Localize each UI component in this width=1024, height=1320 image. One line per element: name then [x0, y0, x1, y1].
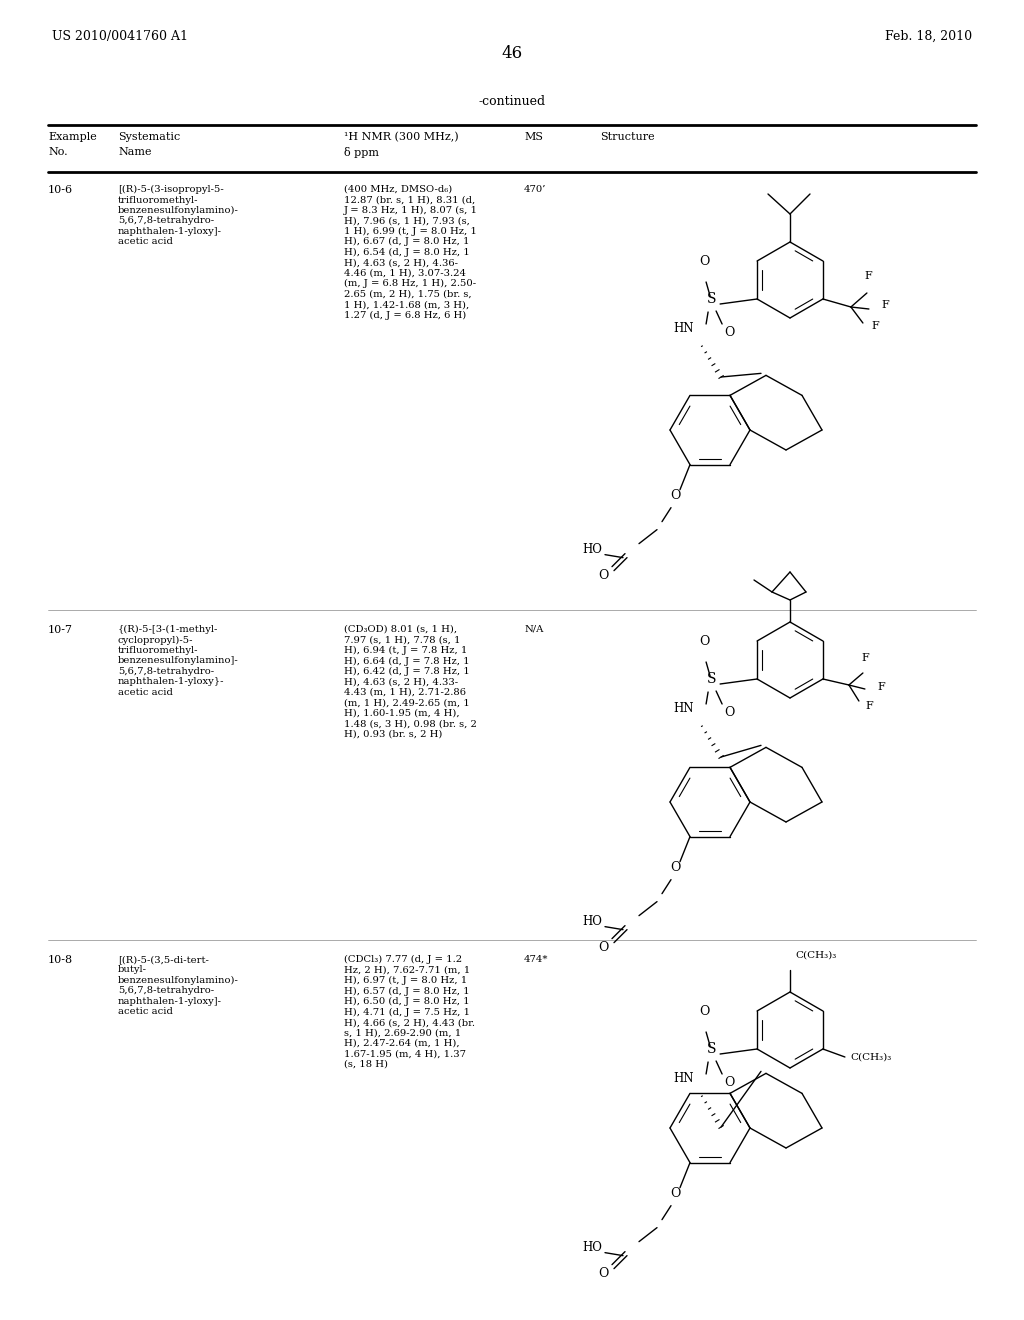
- Text: S: S: [708, 292, 717, 306]
- Text: (CD₃OD) 8.01 (s, 1 H),
7.97 (s, 1 H), 7.78 (s, 1
H), 6.94 (t, J = 7.8 Hz, 1
H), : (CD₃OD) 8.01 (s, 1 H), 7.97 (s, 1 H), 7.…: [344, 624, 477, 738]
- Text: HO: HO: [582, 915, 602, 928]
- Text: (CDCl₃) 7.77 (d, J = 1.2
Hz, 2 H), 7.62-7.71 (m, 1
H), 6.97 (t, J = 8.0 Hz, 1
H): (CDCl₃) 7.77 (d, J = 1.2 Hz, 2 H), 7.62-…: [344, 954, 475, 1069]
- Text: S: S: [708, 1041, 717, 1056]
- Text: Systematic: Systematic: [118, 132, 180, 143]
- Text: S: S: [708, 672, 717, 686]
- Text: Feb. 18, 2010: Feb. 18, 2010: [885, 30, 972, 44]
- Text: F: F: [861, 653, 868, 663]
- Text: 46: 46: [502, 45, 522, 62]
- Text: O: O: [598, 1267, 608, 1280]
- Text: HN: HN: [674, 1072, 694, 1085]
- Text: N/A: N/A: [524, 624, 544, 634]
- Text: 474*: 474*: [524, 954, 549, 964]
- Text: F: F: [870, 321, 879, 331]
- Text: O: O: [670, 490, 680, 502]
- Text: 10-7: 10-7: [48, 624, 73, 635]
- Text: [(R)-5-(3,5-di-tert-
butyl-
benzenesulfonylamino)-
5,6,7,8-tetrahydro-
naphthale: [(R)-5-(3,5-di-tert- butyl- benzenesulfo…: [118, 954, 239, 1016]
- Text: HN: HN: [674, 701, 694, 714]
- Text: O: O: [598, 941, 608, 954]
- Text: HO: HO: [582, 1241, 602, 1254]
- Text: [(R)-5-(3-isopropyl-5-
trifluoromethyl-
benzenesulfonylamino)-
5,6,7,8-tetrahydr: [(R)-5-(3-isopropyl-5- trifluoromethyl- …: [118, 185, 239, 247]
- Text: F: F: [864, 271, 871, 281]
- Text: (400 MHz, DMSO-d₆)
12.87 (br. s, 1 H), 8.31 (d,
J = 8.3 Hz, 1 H), 8.07 (s, 1
H),: (400 MHz, DMSO-d₆) 12.87 (br. s, 1 H), 8…: [344, 185, 478, 319]
- Text: 10-8: 10-8: [48, 954, 73, 965]
- Text: O: O: [670, 861, 680, 874]
- Text: MS: MS: [524, 132, 543, 143]
- Text: O: O: [724, 706, 734, 719]
- Text: O: O: [724, 326, 734, 339]
- Text: O: O: [670, 1187, 680, 1200]
- Text: Example: Example: [48, 132, 96, 143]
- Text: HO: HO: [582, 543, 602, 556]
- Text: Name: Name: [118, 147, 152, 157]
- Text: O: O: [699, 1005, 710, 1018]
- Text: O: O: [598, 569, 608, 582]
- Text: C(CH₃)₃: C(CH₃)₃: [795, 950, 837, 960]
- Text: 470’: 470’: [524, 185, 547, 194]
- Text: O: O: [699, 635, 710, 648]
- Text: No.: No.: [48, 147, 68, 157]
- Text: -continued: -continued: [478, 95, 546, 108]
- Text: F: F: [877, 682, 885, 692]
- Text: O: O: [699, 255, 710, 268]
- Text: O: O: [724, 1076, 734, 1089]
- Text: F: F: [881, 300, 889, 310]
- Text: US 2010/0041760 A1: US 2010/0041760 A1: [52, 30, 188, 44]
- Text: HN: HN: [674, 322, 694, 334]
- Text: 10-6: 10-6: [48, 185, 73, 195]
- Text: Structure: Structure: [600, 132, 654, 143]
- Text: F: F: [865, 701, 872, 711]
- Text: C(CH₃)₃: C(CH₃)₃: [850, 1052, 891, 1061]
- Text: ¹H NMR (300 MHz,): ¹H NMR (300 MHz,): [344, 132, 459, 143]
- Text: δ ppm: δ ppm: [344, 147, 379, 158]
- Text: {(R)-5-[3-(1-methyl-
cyclopropyl)-5-
trifluoromethyl-
benzenesulfonylamino]-
5,6: {(R)-5-[3-(1-methyl- cyclopropyl)-5- tri…: [118, 624, 239, 697]
